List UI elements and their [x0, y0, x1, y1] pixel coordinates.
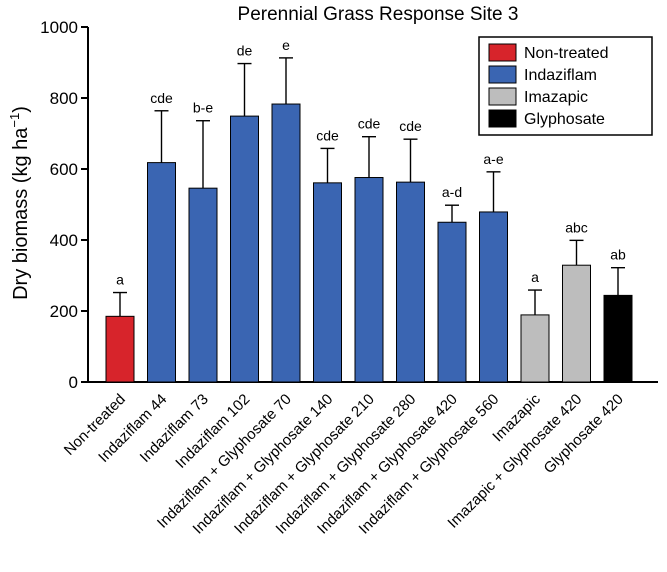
y-axis-label: Dry biomass (kg ha−1): [7, 106, 32, 300]
bar: [354, 177, 384, 383]
y-tick-label: 600: [50, 160, 78, 179]
y-tick-label: 1000: [40, 18, 78, 37]
axes: 0 200 400 600 800 1000: [40, 18, 658, 392]
chart-title: Perennial Grass Response Site 3: [238, 4, 519, 25]
bar: [603, 294, 633, 383]
significance-letter: cde: [358, 116, 381, 132]
bar: [230, 115, 259, 383]
significance-letter: cde: [316, 127, 339, 143]
significance-letter: a-e: [483, 151, 503, 167]
legend-label: Glyphosate: [524, 111, 605, 128]
significance-letter: b-e: [193, 100, 213, 116]
bar: [562, 264, 591, 383]
legend-label: Indaziflam: [524, 67, 597, 84]
bar: [437, 221, 467, 383]
significance-letter: cde: [150, 90, 173, 106]
y-tick-label: 400: [50, 231, 78, 250]
legend-label: Non-treated: [524, 45, 609, 62]
bar: [313, 182, 342, 383]
legend-label: Imazapic: [524, 89, 588, 106]
legend-swatch: [488, 43, 517, 62]
y-tick-label: 800: [50, 89, 78, 108]
bar: [271, 103, 301, 383]
significance-letters: a cde b-e de e cde cde cde a-d a-e a abc ab: [116, 37, 626, 288]
legend-swatch: [488, 87, 517, 106]
legend: Non-treated Indaziflam Imazapic Glyphosate: [478, 36, 653, 136]
significance-letter: ab: [610, 247, 626, 263]
bar: [105, 315, 135, 383]
y-tick-label: 0: [69, 373, 78, 392]
bars-group: [105, 103, 633, 383]
significance-letter: cde: [399, 118, 422, 134]
legend-swatch: [488, 65, 517, 84]
significance-letter: a-d: [442, 184, 462, 200]
significance-letter: a: [531, 269, 539, 285]
significance-letter: abc: [565, 219, 588, 235]
bar: [396, 181, 425, 383]
significance-letter: e: [282, 37, 290, 53]
significance-letter: a: [116, 272, 124, 288]
bar: [188, 187, 218, 383]
y-tick-label: 200: [50, 302, 78, 321]
bar: [147, 162, 176, 383]
error-bars-group: [113, 57, 625, 317]
bar: [520, 314, 550, 383]
significance-letter: de: [237, 43, 253, 59]
bar: [479, 211, 508, 383]
legend-swatch: [488, 109, 517, 128]
